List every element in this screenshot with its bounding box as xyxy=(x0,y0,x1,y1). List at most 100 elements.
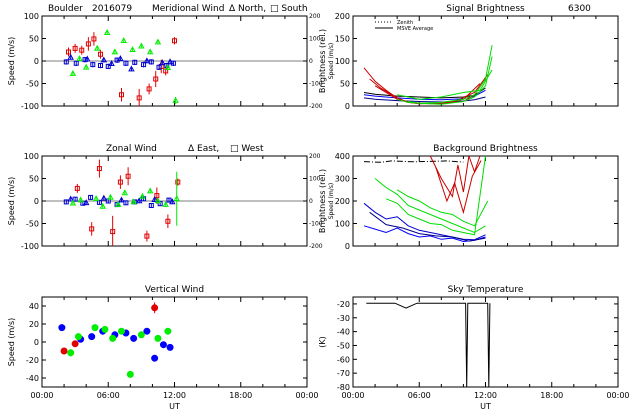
y-tick-label: 300 xyxy=(335,175,350,184)
y-axis-label: Speed (m/s) xyxy=(7,37,16,86)
data-point xyxy=(166,58,174,65)
data-point xyxy=(151,354,159,362)
data-point xyxy=(148,203,154,208)
plot-frame xyxy=(352,296,619,388)
chart-title: Vertical Wind xyxy=(145,285,204,295)
data-point xyxy=(146,86,152,92)
y-tick-label: 50 xyxy=(29,175,39,184)
y2-tick-label: -100 xyxy=(309,221,323,228)
data-point xyxy=(151,304,159,312)
x-tick-label: 18:00 xyxy=(229,391,252,400)
data-point xyxy=(130,334,138,342)
chart-meridional: -100 -50 0 50 100 -200 -100 0 100 200 Speed (m/s) S… xyxy=(7,4,335,111)
data-point xyxy=(98,63,104,68)
series-line xyxy=(366,302,491,388)
data-point xyxy=(151,196,158,202)
x-tick-label: 00:00 xyxy=(30,391,53,400)
x-tick-label: 06:00 xyxy=(97,391,120,400)
data-point xyxy=(96,199,102,205)
data-point xyxy=(123,60,129,66)
data-point xyxy=(172,38,177,44)
data-point xyxy=(164,64,172,71)
data-point xyxy=(91,324,99,332)
y-tick-label: 200 xyxy=(335,197,350,206)
chart-zonal: -100 -50 0 50 100 -200 -100 0 100 200 Speed (m/s) S… xyxy=(7,144,335,251)
data-point xyxy=(121,189,129,196)
series-line xyxy=(363,160,464,163)
data-point xyxy=(159,341,167,349)
data-point xyxy=(88,333,96,341)
data-point xyxy=(84,55,91,62)
chart-title: Sky Temperature xyxy=(448,285,524,295)
date-code: 2016079 xyxy=(92,4,132,14)
data-point xyxy=(88,194,94,200)
data-point xyxy=(117,179,123,185)
series-line xyxy=(435,160,482,215)
x-axis-label: UT xyxy=(169,402,180,411)
legend-label: MSVE Average xyxy=(397,26,433,32)
y-tick-label: 100 xyxy=(335,57,350,66)
y-tick-label: 20 xyxy=(29,320,39,329)
data-point xyxy=(73,60,79,66)
data-point xyxy=(123,200,129,206)
y2-tick-label: 200 xyxy=(309,13,321,20)
data-point xyxy=(82,63,90,70)
y-tick-label: 50 xyxy=(340,80,350,89)
data-point xyxy=(154,197,162,204)
x-tick-label: 00:00 xyxy=(341,391,364,400)
chart-brightness: 0 50 100 150 200 Brightness (rel.) Signal Brig… xyxy=(318,4,619,111)
x-tick-label: 06:00 xyxy=(408,391,431,400)
data-point xyxy=(58,324,66,332)
legend-north: Δ North, xyxy=(229,4,266,14)
plot-frame xyxy=(352,15,619,107)
data-point xyxy=(173,195,180,202)
data-point xyxy=(154,38,162,45)
data-point xyxy=(93,44,101,51)
data-point xyxy=(69,69,77,76)
data-point xyxy=(172,96,179,103)
y-tick-label: -20 xyxy=(337,300,350,309)
data-point xyxy=(165,218,171,224)
data-point xyxy=(162,200,169,207)
data-point xyxy=(118,196,125,203)
y-tick-label: -20 xyxy=(26,356,39,365)
y2-tick-label: 200 xyxy=(309,153,321,160)
y-tick-label: -40 xyxy=(337,328,350,337)
data-point xyxy=(74,333,82,341)
y-tick-label: 100 xyxy=(24,12,39,21)
data-point xyxy=(77,196,84,203)
y2-axis-label: Speed (m/s) xyxy=(328,183,335,219)
data-point xyxy=(101,325,109,333)
data-point xyxy=(85,41,91,47)
y-tick-label: 0 xyxy=(34,57,39,66)
y-tick-label: 0 xyxy=(34,338,39,347)
data-point xyxy=(129,46,136,53)
y-tick-label: 0 xyxy=(345,102,350,111)
data-point xyxy=(153,76,159,82)
data-point xyxy=(146,48,154,55)
data-point xyxy=(135,197,143,204)
wavelength-label: 6300 xyxy=(568,4,591,14)
data-point xyxy=(72,196,78,202)
y-tick-label: -60 xyxy=(337,355,350,364)
x-axis-label: UT xyxy=(480,402,491,411)
y-tick-label: -100 xyxy=(21,102,39,111)
data-point xyxy=(96,166,102,172)
series-line xyxy=(397,45,493,104)
y2-tick-label: 0 xyxy=(309,58,313,65)
data-point xyxy=(90,62,96,68)
data-point xyxy=(71,340,79,348)
data-point xyxy=(79,47,85,53)
data-point xyxy=(137,331,145,339)
chart-title: Signal Brightness xyxy=(446,4,525,14)
data-point xyxy=(120,37,127,44)
y2-tick-label: -200 xyxy=(309,243,323,250)
site-label: Boulder xyxy=(48,4,83,14)
chart-title: Meridional Wind xyxy=(152,4,224,14)
y-axis-label: Speed (m/s) xyxy=(7,177,16,226)
data-point xyxy=(99,202,106,209)
series-line xyxy=(363,202,486,241)
x-tick-label: 00:00 xyxy=(606,391,629,400)
y-tick-label: 40 xyxy=(29,302,39,311)
